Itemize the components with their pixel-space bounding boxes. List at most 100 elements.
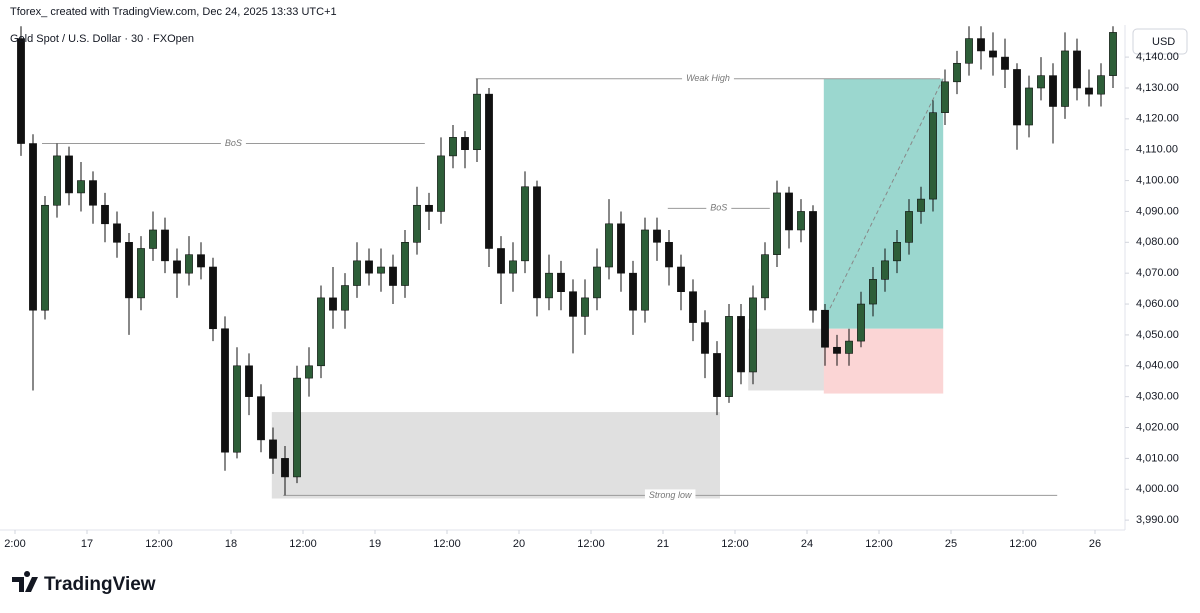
- candle-body: [833, 346, 841, 354]
- brand: TradingView: [44, 574, 156, 595]
- y-tick-label: 4,080.00: [1136, 236, 1179, 248]
- candle-body: [929, 112, 937, 200]
- candle-body: [341, 285, 349, 311]
- candle-body: [1037, 75, 1045, 89]
- candle-body: [173, 260, 181, 274]
- candle-body: [917, 198, 925, 212]
- candle-body: [1013, 69, 1021, 126]
- candle-body: [305, 365, 313, 379]
- candle-body: [149, 229, 157, 249]
- candle-body: [245, 365, 253, 397]
- x-tick-label: 19: [369, 538, 381, 550]
- candle-body: [989, 50, 997, 58]
- level-label: BoS: [710, 203, 727, 213]
- candle-body: [101, 204, 109, 225]
- x-tick-label: 18: [225, 538, 237, 550]
- candle-body: [377, 266, 385, 274]
- y-tick-label: 4,050.00: [1136, 329, 1179, 341]
- candle-body: [257, 396, 265, 441]
- x-tick-label: 12:00: [865, 538, 893, 550]
- candle-body: [941, 81, 949, 113]
- candle-body: [317, 297, 325, 367]
- candle-body: [953, 62, 961, 83]
- candle-body: [329, 297, 337, 311]
- candle-body: [209, 266, 217, 330]
- x-tick-label: 20: [513, 538, 525, 550]
- candle-body: [293, 377, 301, 478]
- candle-body: [221, 328, 229, 453]
- level-label-bg: [682, 72, 734, 85]
- credit: Tforex_ created with TradingView.com, De…: [10, 6, 337, 18]
- x-tick-label: 2:00: [4, 538, 25, 550]
- candle-body: [137, 248, 145, 299]
- candle-body: [1025, 87, 1033, 126]
- candle-body: [449, 137, 457, 157]
- x-tick-label: 12:00: [145, 538, 173, 550]
- level-label: Strong low: [649, 490, 692, 500]
- candle-body: [533, 186, 541, 299]
- candle-body: [809, 211, 817, 311]
- header-bar: [0, 0, 1200, 25]
- candle-body: [389, 266, 397, 286]
- candle-body: [413, 204, 421, 243]
- zone: [271, 412, 720, 499]
- candle-body: [593, 266, 601, 299]
- candle-body: [473, 93, 481, 151]
- loss-zone: [823, 328, 944, 394]
- candle-body: [689, 291, 697, 323]
- currency-button[interactable]: [1132, 28, 1188, 55]
- level-label: Weak High: [686, 73, 730, 83]
- candle-body: [197, 254, 205, 268]
- candle-body: [821, 309, 829, 348]
- candle-body: [653, 229, 661, 243]
- candle-body: [545, 272, 553, 299]
- candle-body: [749, 297, 757, 373]
- candle-body: [1073, 50, 1081, 89]
- x-tick-label: 12:00: [433, 538, 461, 550]
- y-tick-label: 4,060.00: [1136, 298, 1179, 310]
- candle-body: [41, 204, 49, 311]
- profit-zone: [823, 78, 944, 329]
- candle-body: [521, 186, 529, 262]
- candle-body: [629, 272, 637, 311]
- candle-body: [113, 223, 121, 243]
- candle-body: [581, 297, 589, 317]
- y-tick-label: 3,990.00: [1136, 514, 1179, 526]
- y-tick-label: 4,010.00: [1136, 452, 1179, 464]
- candle-body: [509, 260, 517, 274]
- candle-body: [857, 303, 865, 342]
- y-tick-label: 4,120.00: [1136, 113, 1179, 125]
- x-tick-label: 12:00: [1009, 538, 1037, 550]
- candle-body: [725, 316, 733, 397]
- x-tick-label: 12:00: [721, 538, 749, 550]
- candle-body: [1001, 56, 1009, 70]
- candle-body: [737, 316, 745, 373]
- candle-body: [281, 458, 289, 478]
- candle-body: [905, 211, 913, 243]
- candle-body: [233, 365, 241, 453]
- x-tick-label: 21: [657, 538, 669, 550]
- candle-body: [557, 272, 565, 292]
- candle-body: [401, 242, 409, 286]
- candle-body: [125, 242, 133, 299]
- y-tick-label: 4,020.00: [1136, 421, 1179, 433]
- candle-body: [461, 137, 469, 151]
- candle-body: [1109, 32, 1117, 76]
- y-tick-label: 4,000.00: [1136, 483, 1179, 495]
- candle-body: [161, 229, 169, 262]
- candle-body: [269, 439, 277, 459]
- currency[interactable]: USD: [1152, 36, 1175, 48]
- candle-body: [425, 204, 433, 212]
- candle-body: [569, 291, 577, 317]
- x-tick-label: 24: [801, 538, 813, 550]
- candle-body: [701, 322, 709, 354]
- zone: [748, 328, 828, 391]
- candle-body: [665, 242, 673, 268]
- y-tick-label: 4,130.00: [1136, 82, 1179, 94]
- y-tick-label: 4,090.00: [1136, 205, 1179, 217]
- candle-body: [29, 143, 37, 311]
- x-tick-label: 17: [81, 538, 93, 550]
- candle-body: [1085, 87, 1093, 95]
